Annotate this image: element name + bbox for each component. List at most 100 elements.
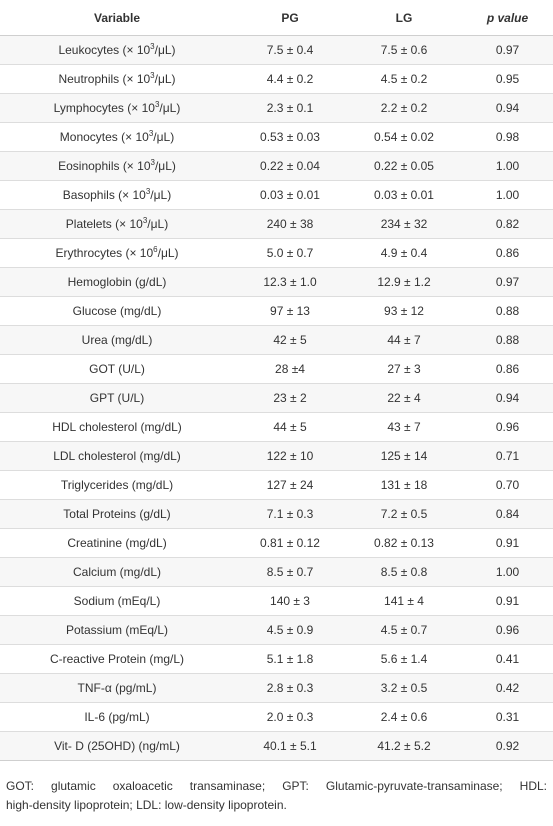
variable-label: Basophils (× 10 [62,188,146,202]
variable-exponent: 3 [150,42,155,51]
cell-pg: 23 ± 2 [234,383,346,413]
cell-lg: 2.2 ± 0.2 [346,93,462,123]
cell-pg: 2.3 ± 0.1 [234,93,346,123]
cell-p-value: 0.96 [462,412,553,442]
cell-p-value: 0.98 [462,122,553,152]
cell-variable: GOT (U/L) [0,354,234,384]
table-row: HDL cholesterol (mg/dL) 44 ± 5 43 ± 7 0.96 [0,412,553,442]
cell-variable: C-reactive Protein (mg/L) [0,644,234,674]
cell-lg: 2.4 ± 0.6 [346,702,462,732]
cell-pg: 28 ±4 [234,354,346,384]
cell-lg: 4.5 ± 0.2 [346,64,462,94]
variable-exponent: 3 [148,129,154,138]
cell-lg: 234 ± 32 [346,209,462,239]
table-row: GOT (U/L) 28 ±4 27 ± 3 0.86 [0,354,553,384]
variable-unit: /μL) [159,101,181,115]
cell-lg: 22 ± 4 [346,383,462,413]
variable-unit: /μL) [150,188,172,202]
table-row: IL-6 (pg/mL) 2.0 ± 0.3 2.4 ± 0.6 0.31 [0,702,553,732]
cell-pg: 0.22 ± 0.04 [234,151,346,181]
cell-p-value: 1.00 [462,557,553,587]
cell-variable: Vit- D (25OHD) (ng/mL) [0,731,234,761]
cell-p-value: 0.70 [462,470,553,500]
table-header-row: Variable PG LG p value [0,0,553,36]
cell-p-value: 0.88 [462,296,553,326]
cell-variable: Lymphocytes (× 103/μL) [0,93,234,123]
table-row: Platelets (× 103/μL) 240 ± 38 234 ± 32 0.82 [0,209,553,239]
cell-variable: Sodium (mEq/L) [0,586,234,616]
table-row: TNF-α (pg/mL) 2.8 ± 0.3 3.2 ± 0.5 0.42 [0,673,553,703]
variable-label: C-reactive Protein (mg/L) [49,652,185,666]
variable-label: Lymphocytes (× 10 [53,101,155,115]
cell-pg: 0.03 ± 0.01 [234,180,346,210]
cell-pg: 0.53 ± 0.03 [234,122,346,152]
table-row: Vit- D (25OHD) (ng/mL) 40.1 ± 5.1 41.2 ± 5… [0,731,553,761]
cell-pg: 122 ± 10 [234,441,346,471]
cell-p-value: 0.86 [462,238,553,268]
cell-lg: 7.5 ± 0.6 [346,35,462,65]
cell-variable: Hemoglobin (g/dL) [0,267,234,297]
variable-label: Total Proteins (g/dL) [63,507,171,521]
variable-label: TNF-α (pg/mL) [77,681,157,695]
cell-pg: 7.1 ± 0.3 [234,499,346,529]
cell-p-value: 0.95 [462,64,553,94]
cell-pg: 127 ± 24 [234,470,346,500]
table-row: Triglycerides (mg/dL) 127 ± 24 131 ± 18 0.7… [0,470,553,500]
cell-p-value: 1.00 [462,151,553,181]
cell-pg: 42 ± 5 [234,325,346,355]
variable-exponent: 3 [150,71,155,80]
variable-label: Monocytes (× 10 [59,130,149,144]
cell-variable: IL-6 (pg/mL) [0,702,234,732]
variable-label: Glucose (mg/dL) [72,304,162,318]
cell-pg: 4.5 ± 0.9 [234,615,346,645]
variable-label: Vit- D (25OHD) (ng/mL) [54,739,180,753]
table-row: Calcium (mg/dL) 8.5 ± 0.7 8.5 ± 0.8 1.00 [0,557,553,587]
table-row: Neutrophils (× 103/μL) 4.4 ± 0.2 4.5 ± 0.2… [0,64,553,94]
variable-exponent: 3 [145,187,151,196]
cell-p-value: 0.97 [462,267,553,297]
footnote-line-2: high-density lipoprotein; LDL: low-densi… [6,798,287,812]
variable-label: HDL cholesterol (mg/dL) [52,420,182,434]
cell-pg: 40.1 ± 5.1 [234,731,346,761]
table-row: Total Proteins (g/dL) 7.1 ± 0.3 7.2 ± 0.5 0… [0,499,553,529]
cell-p-value: 0.88 [462,325,553,355]
variable-label: Neutrophils (× 10 [58,72,151,86]
cell-p-value: 0.71 [462,441,553,471]
variable-unit: /μL) [154,159,176,173]
cell-lg: 0.82 ± 0.13 [346,528,462,558]
variable-unit: /μL) [157,246,179,260]
cell-lg: 41.2 ± 5.2 [346,731,462,761]
cell-lg: 141 ± 4 [346,586,462,616]
cell-variable: Monocytes (× 103/μL) [0,122,234,152]
cell-lg: 27 ± 3 [346,354,462,384]
cell-pg: 97 ± 13 [234,296,346,326]
table-row: Glucose (mg/dL) 97 ± 13 93 ± 12 0.88 [0,296,553,326]
cell-lg: 125 ± 14 [346,441,462,471]
cell-variable: Urea (mg/dL) [0,325,234,355]
cell-variable: Calcium (mg/dL) [0,557,234,587]
variable-label: Creatinine (mg/dL) [67,536,167,550]
cell-variable: GPT (U/L) [0,383,234,413]
cell-p-value: 0.84 [462,499,553,529]
cell-variable: Glucose (mg/dL) [0,296,234,326]
cell-lg: 43 ± 7 [346,412,462,442]
table-body: Leukocytes (× 103/μL) 7.5 ± 0.4 7.5 ± 0.6 0… [0,35,553,761]
cell-variable: Basophils (× 103/μL) [0,180,234,210]
cell-lg: 0.22 ± 0.05 [346,151,462,181]
cell-lg: 93 ± 12 [346,296,462,326]
table-footnote: GOT: glutamic oxaloacetic transaminase; … [0,761,553,815]
cell-pg: 5.1 ± 1.8 [234,644,346,674]
cell-p-value: 0.94 [462,93,553,123]
cell-p-value: 1.00 [462,180,553,210]
table-row: C-reactive Protein (mg/L) 5.1 ± 1.8 5.6 ± … [0,644,553,674]
cell-p-value: 0.91 [462,528,553,558]
cell-pg: 7.5 ± 0.4 [234,35,346,65]
header-variable: Variable [0,0,234,36]
cell-lg: 131 ± 18 [346,470,462,500]
table-row: LDL cholesterol (mg/dL) 122 ± 10 125 ± 14 0… [0,441,553,471]
variable-label: Hemoglobin (g/dL) [67,275,167,289]
cell-lg: 4.5 ± 0.7 [346,615,462,645]
cell-lg: 5.6 ± 1.4 [346,644,462,674]
footnote-line-1: GOT: glutamic oxaloacetic transaminase; … [6,779,547,793]
cell-lg: 4.9 ± 0.4 [346,238,462,268]
